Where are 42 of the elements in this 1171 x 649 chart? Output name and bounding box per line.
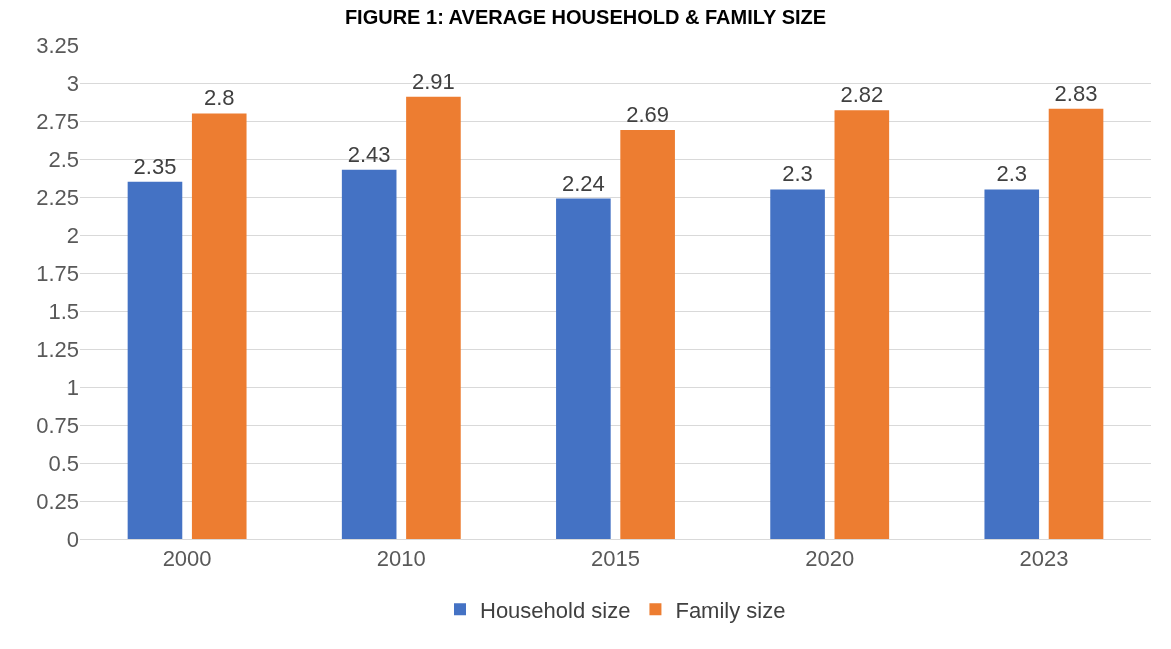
bar [191, 113, 247, 539]
y-tick-label: 2.5 [48, 146, 79, 172]
bar [770, 189, 825, 539]
y-tick-label: 3.25 [36, 32, 79, 58]
data-label: 2.35 [133, 153, 177, 179]
y-tick-label: 2.75 [36, 108, 79, 134]
data-label: 2.3 [782, 161, 813, 187]
x-tick-label: 2010 [376, 546, 426, 572]
x-tick-label: 2023 [1019, 546, 1069, 572]
y-tick-label: 0.75 [36, 412, 79, 438]
data-label: 2.3 [996, 161, 1028, 187]
x-tick-label: 2015 [591, 546, 640, 572]
x-tick-label: 2020 [805, 546, 855, 572]
bar [127, 181, 183, 539]
data-label: 2.83 [1054, 80, 1098, 106]
legend-label: Family size [675, 597, 786, 623]
bar [406, 96, 461, 539]
bar [834, 110, 890, 539]
bar [984, 189, 1040, 539]
x-tick-label: 2000 [162, 546, 212, 572]
y-tick-label: 2.25 [36, 184, 79, 210]
y-tick-label: 0 [66, 526, 79, 552]
data-label: 2.8 [203, 85, 235, 111]
bar [620, 130, 675, 539]
chart-title: FIGURE 1: AVERAGE HOUSEHOLD & FAMILY SIZE [344, 5, 827, 28]
bar [556, 198, 611, 539]
y-tick-label: 1 [66, 374, 79, 400]
data-label: 2.43 [347, 141, 391, 167]
data-label: 2.24 [561, 170, 605, 196]
y-tick-label: 1.5 [48, 298, 79, 324]
y-tick-label: 1.75 [36, 260, 79, 286]
legend-label: Household size [480, 597, 631, 623]
data-label: 2.69 [626, 102, 670, 128]
bar [341, 169, 397, 539]
bar [1048, 108, 1104, 539]
y-tick-label: 2 [66, 222, 79, 248]
y-tick-label: 3 [66, 70, 79, 96]
y-tick-label: 0.25 [36, 488, 79, 514]
y-tick-label: 0.5 [48, 450, 79, 476]
y-tick-label: 1.25 [36, 336, 79, 362]
data-label: 2.82 [840, 82, 884, 108]
data-label: 2.91 [412, 68, 455, 94]
